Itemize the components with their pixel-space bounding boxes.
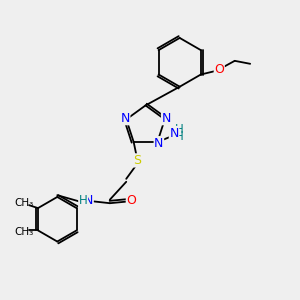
- Text: S: S: [133, 154, 141, 167]
- Text: CH₃: CH₃: [14, 198, 33, 208]
- Text: N: N: [169, 127, 179, 140]
- Text: O: O: [214, 63, 224, 76]
- Text: H: H: [175, 123, 184, 136]
- Text: N: N: [162, 112, 171, 125]
- Text: H: H: [79, 194, 88, 207]
- Text: N: N: [84, 194, 93, 207]
- Text: CH₃: CH₃: [14, 227, 33, 237]
- Text: O: O: [126, 194, 136, 207]
- Text: N: N: [120, 112, 130, 125]
- Text: H: H: [175, 130, 184, 143]
- Text: N: N: [154, 137, 164, 150]
